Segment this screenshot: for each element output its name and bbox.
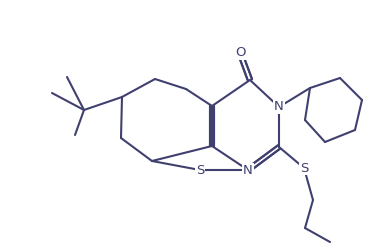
Text: N: N	[243, 164, 253, 176]
Text: N: N	[274, 101, 284, 113]
Text: S: S	[300, 162, 308, 174]
Text: O: O	[235, 47, 245, 59]
Text: S: S	[196, 164, 204, 176]
